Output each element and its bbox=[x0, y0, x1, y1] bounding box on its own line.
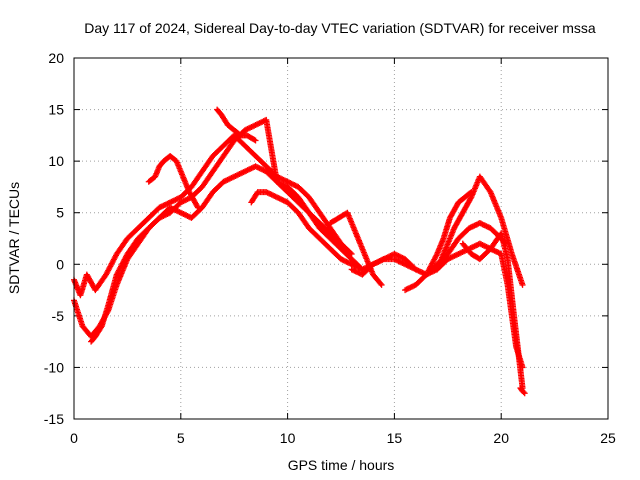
plot-frame bbox=[73, 57, 609, 420]
data-point bbox=[194, 204, 201, 211]
series-arc-7 bbox=[327, 209, 385, 288]
series-arc-6 bbox=[248, 189, 419, 273]
y-tick-label: 20 bbox=[48, 50, 64, 66]
y-tick-label: -10 bbox=[44, 359, 64, 375]
series-arc-2 bbox=[71, 163, 366, 340]
x-tick-label: 0 bbox=[70, 430, 78, 446]
data-point bbox=[97, 324, 104, 331]
y-tick-label: 0 bbox=[56, 256, 64, 272]
data-point bbox=[251, 136, 258, 143]
data-point bbox=[467, 195, 474, 202]
data-point bbox=[377, 280, 384, 287]
x-tick-label: 10 bbox=[280, 430, 296, 446]
y-tick-label: 10 bbox=[48, 153, 64, 169]
data-point bbox=[521, 390, 528, 397]
data-point bbox=[347, 249, 354, 256]
series-arc-4 bbox=[145, 152, 201, 211]
series-arc-10 bbox=[423, 189, 475, 278]
series-arc-13 bbox=[517, 385, 528, 397]
data-point bbox=[520, 389, 527, 396]
axis-ticks bbox=[73, 57, 609, 420]
x-tick-label: 5 bbox=[177, 430, 185, 446]
data-point bbox=[252, 137, 259, 144]
x-tick-label: 25 bbox=[600, 430, 616, 446]
x-tick-labels: 0 5 10 15 20 25 bbox=[70, 430, 616, 446]
data-point bbox=[348, 250, 355, 257]
y-tick-labels: -15 -10 -5 0 5 10 15 20 bbox=[44, 50, 64, 427]
data-point bbox=[519, 281, 526, 288]
data-points bbox=[71, 106, 528, 397]
series-arc-12 bbox=[459, 230, 526, 392]
data-point bbox=[194, 203, 201, 210]
grid bbox=[74, 58, 608, 419]
data-point bbox=[336, 239, 343, 246]
chart-title: Day 117 of 2024, Sidereal Day-to-day VTE… bbox=[84, 20, 596, 36]
y-tick-label: 15 bbox=[48, 102, 64, 118]
x-axis-label: GPS time / hours bbox=[288, 457, 395, 473]
y-axis-label: SDTVAR / TECUs bbox=[6, 182, 22, 294]
y-tick-label: 5 bbox=[56, 205, 64, 221]
series-arc-1 bbox=[71, 132, 355, 299]
series-arc-5 bbox=[214, 106, 259, 144]
data-point bbox=[378, 281, 385, 288]
x-tick-label: 15 bbox=[387, 430, 403, 446]
y-tick-label: -15 bbox=[44, 411, 64, 427]
series-arc-11 bbox=[434, 173, 526, 288]
series-arc-8 bbox=[348, 240, 526, 371]
y-tick-label: -5 bbox=[52, 308, 65, 324]
x-tick-label: 20 bbox=[493, 430, 509, 446]
data-point bbox=[338, 240, 344, 247]
